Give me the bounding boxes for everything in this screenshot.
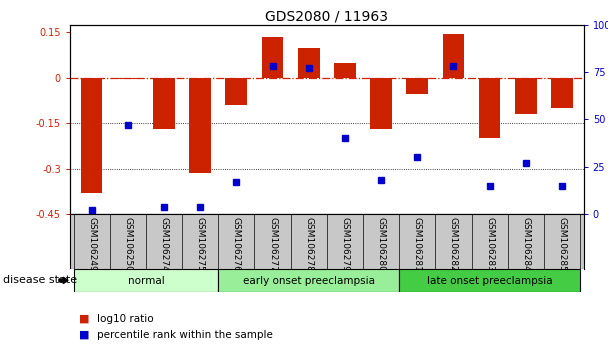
Text: GSM106279: GSM106279 (340, 217, 350, 272)
Text: GSM106274: GSM106274 (159, 217, 168, 272)
Text: GSM106283: GSM106283 (485, 217, 494, 272)
Bar (406, 78, 428, 95)
Text: normal: normal (128, 275, 164, 286)
Bar (551, 78, 573, 108)
Text: GSM106285: GSM106285 (558, 217, 567, 272)
Title: GDS2080 / 11963: GDS2080 / 11963 (265, 10, 389, 24)
Bar (515, 78, 537, 114)
Text: ■: ■ (79, 330, 89, 339)
Text: percentile rank within the sample: percentile rank within the sample (97, 330, 273, 339)
Text: GSM106276: GSM106276 (232, 217, 241, 272)
Bar (298, 47, 320, 78)
Bar (261, 37, 283, 78)
Text: GSM106284: GSM106284 (521, 217, 530, 272)
Text: early onset preeclampsia: early onset preeclampsia (243, 275, 375, 286)
Bar (117, 78, 139, 79)
Bar (370, 78, 392, 129)
Bar (218, 269, 399, 292)
Text: log10 ratio: log10 ratio (97, 314, 154, 324)
Bar (226, 78, 247, 105)
Text: late onset preeclampsia: late onset preeclampsia (427, 275, 553, 286)
Text: GSM106278: GSM106278 (304, 217, 313, 272)
Bar (81, 78, 103, 193)
Text: GSM106281: GSM106281 (413, 217, 422, 272)
Bar (399, 269, 580, 292)
Text: GSM106250: GSM106250 (123, 217, 133, 272)
Text: GSM106277: GSM106277 (268, 217, 277, 272)
Bar (74, 269, 218, 292)
Bar (478, 78, 500, 138)
Text: GSM106249: GSM106249 (87, 217, 96, 272)
Text: GSM106275: GSM106275 (196, 217, 205, 272)
Bar (189, 78, 211, 173)
Bar (334, 63, 356, 78)
Text: ■: ■ (79, 314, 89, 324)
Text: disease state: disease state (3, 275, 77, 285)
Bar (153, 78, 175, 129)
Text: GSM106282: GSM106282 (449, 217, 458, 272)
Text: GSM106280: GSM106280 (376, 217, 385, 272)
Bar (443, 34, 465, 78)
